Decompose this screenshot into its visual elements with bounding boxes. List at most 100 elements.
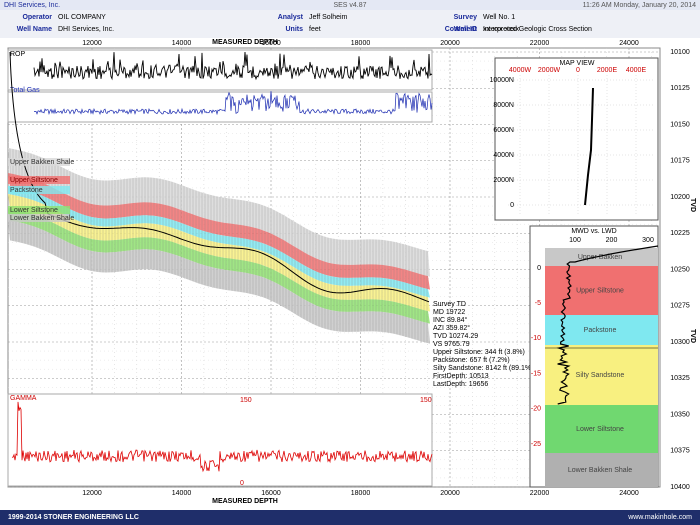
md-title-bottom: MEASURED DEPTH bbox=[212, 498, 278, 505]
map-x-tick: 0 bbox=[576, 67, 580, 74]
gamma-max: 150 bbox=[420, 397, 432, 404]
survey-line: AZI 359.82° bbox=[433, 324, 470, 332]
field-label: Comment bbox=[445, 26, 478, 33]
md-tick-bottom: 20000 bbox=[440, 490, 460, 497]
tvd-tick: 10375 bbox=[670, 448, 690, 455]
formation-label: Lower Siltstone bbox=[10, 207, 58, 214]
mwd-x-tick: 300 bbox=[642, 237, 654, 244]
tvd-tick: 10100 bbox=[670, 49, 690, 56]
survey-line: MD 19722 bbox=[433, 309, 465, 316]
mwd-zone-label: Packstone bbox=[584, 327, 617, 334]
field-label: Analyst bbox=[278, 14, 304, 21]
mwd-zone bbox=[545, 405, 658, 453]
gamma-track bbox=[7, 393, 433, 487]
formation-label: Packstone bbox=[10, 187, 43, 194]
mwd-zone-label: Upper Bakken bbox=[578, 254, 622, 261]
md-tick-bottom: 22000 bbox=[530, 490, 550, 497]
tvd-tick: 10275 bbox=[670, 303, 690, 310]
gamma-min: 0 bbox=[240, 480, 244, 487]
formation-tag bbox=[8, 186, 70, 194]
tvd-tick: 10125 bbox=[670, 85, 690, 92]
mwd-y-tick: -25 bbox=[531, 441, 541, 448]
gas-track bbox=[7, 91, 433, 123]
gamma-label: GAMMA bbox=[10, 395, 37, 402]
formation-label: Upper Siltstone bbox=[10, 177, 58, 184]
mwd-zone-label: Upper Siltstone bbox=[576, 287, 624, 294]
gas-curve bbox=[33, 91, 433, 116]
mwd-y-tick: -5 bbox=[535, 300, 541, 307]
tvd-tick: 10175 bbox=[670, 158, 690, 165]
tvd-tick: 10325 bbox=[670, 375, 690, 382]
footer-right: www.makinhole.com bbox=[627, 514, 692, 521]
formation-tag bbox=[8, 176, 70, 184]
map-x-tick: 2000W bbox=[538, 67, 561, 74]
wellbore bbox=[9, 51, 430, 303]
survey-line: VS 9765.79 bbox=[433, 341, 470, 348]
tvd-title: TVD bbox=[689, 329, 696, 343]
map-title: MAP VIEW bbox=[560, 60, 595, 67]
rop-label: ROP bbox=[10, 51, 26, 58]
rop-curve bbox=[33, 51, 433, 81]
tvd-tick: 10250 bbox=[670, 266, 690, 273]
survey-line: TVD 10274.29 bbox=[433, 333, 478, 340]
mwd-y-tick: -20 bbox=[531, 406, 541, 413]
map-y-tick: 8000N bbox=[493, 102, 514, 109]
version: SES v4.87 bbox=[333, 2, 366, 9]
md-tick-bottom: 24000 bbox=[619, 490, 639, 497]
field-label: Well ID bbox=[454, 26, 477, 33]
field-value: xx-xxx-xxxx bbox=[483, 26, 520, 33]
md-tick-top: 14000 bbox=[172, 40, 192, 47]
field-label: Survey bbox=[454, 14, 477, 21]
map-x-tick: 4000E bbox=[626, 67, 647, 74]
md-title-top: MEASURED DEPTH bbox=[212, 39, 278, 46]
field-value: feet bbox=[309, 26, 321, 33]
stat-line: Packstone: 657 ft (7.2%) bbox=[433, 357, 510, 364]
stat-line: Silty Sandstone: 8142 ft (89.1%) bbox=[433, 365, 533, 372]
mwd-zone-label: Lower Siltstone bbox=[576, 426, 624, 433]
md-tick-bottom: 14000 bbox=[172, 490, 192, 497]
footer-left: 1999-2014 STONER ENGINEERING LLC bbox=[8, 514, 139, 521]
survey-line: Survey TD bbox=[433, 301, 466, 308]
mwd-zone bbox=[545, 453, 658, 487]
map-y-tick: 0 bbox=[510, 202, 514, 209]
tvd-tick: 10225 bbox=[670, 230, 690, 237]
gamma-curve bbox=[11, 401, 433, 473]
mwd-y-tick: -15 bbox=[531, 370, 541, 377]
mwd-curve bbox=[556, 245, 659, 405]
mwd-zone-label: Silty Sandstone bbox=[576, 372, 625, 379]
gas-label: Total Gas bbox=[10, 87, 40, 94]
mwd-x-tick: 100 bbox=[569, 237, 581, 244]
title-bar bbox=[0, 0, 700, 10]
tvd-tick: 10350 bbox=[670, 411, 690, 418]
map-view bbox=[494, 57, 659, 221]
stat-line: Upper Siltstone: 344 ft (3.8%) bbox=[433, 349, 525, 356]
mwd-zone-label: Lower Bakken Shale bbox=[568, 467, 632, 474]
field-value: Well No. 1 bbox=[483, 14, 515, 21]
tvd-tick: 10200 bbox=[670, 194, 690, 201]
mwd-title: MWD vs. LWD bbox=[571, 228, 616, 235]
md-tick-bottom: 16000 bbox=[261, 490, 281, 497]
rop-track bbox=[7, 49, 433, 91]
stat-line: LastDepth: 19656 bbox=[433, 381, 488, 388]
md-tick-top: 12000 bbox=[82, 40, 102, 47]
tvd-tick: 10400 bbox=[670, 484, 690, 491]
gamma-max: 150 bbox=[240, 397, 252, 404]
md-tick-top: 24000 bbox=[619, 40, 639, 47]
company: DHI Services, Inc. bbox=[4, 2, 60, 9]
field-label: Operator bbox=[22, 14, 52, 21]
field-value: DHI Services, Inc. bbox=[58, 26, 114, 33]
md-tick-top: 20000 bbox=[440, 40, 460, 47]
survey-line: INC 89.84° bbox=[433, 316, 468, 324]
mwd-y-tick: -10 bbox=[531, 335, 541, 342]
datetime: 11:26 AM Monday, January 20, 2014 bbox=[583, 2, 696, 9]
formation-tag bbox=[8, 206, 70, 214]
md-tick-top: 16000 bbox=[261, 40, 281, 47]
md-tick-top: 22000 bbox=[530, 40, 550, 47]
formation-label: Lower Bakken Shale bbox=[10, 215, 74, 222]
md-tick-bottom: 12000 bbox=[82, 490, 102, 497]
tvd-title: TVD bbox=[689, 198, 696, 212]
map-y-tick: 2000N bbox=[493, 177, 514, 184]
map-well bbox=[584, 87, 594, 206]
formation-label: Upper Bakken Shale bbox=[10, 159, 74, 166]
